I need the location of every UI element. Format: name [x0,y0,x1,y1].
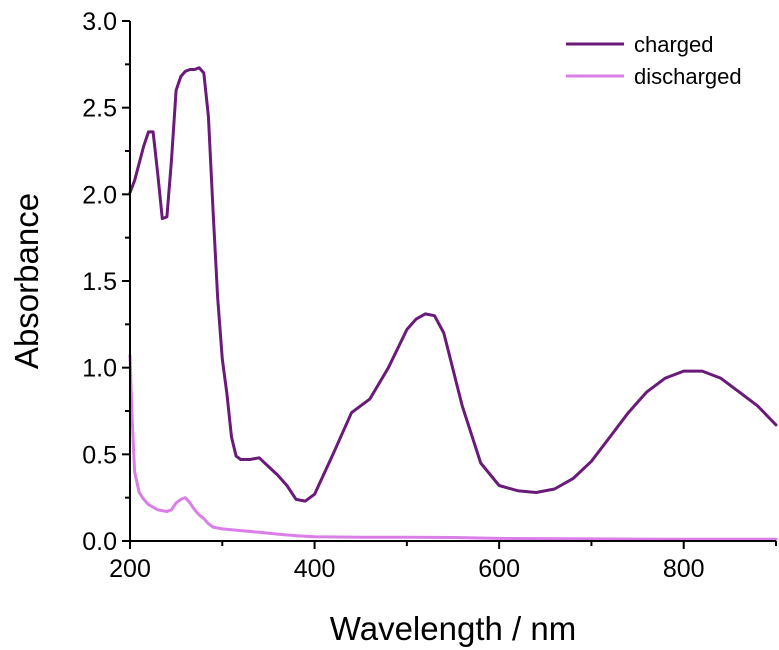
y-tick-label: 1.0 [82,355,117,383]
plot-lines [128,66,778,541]
y-tick-label: 2.0 [82,181,117,209]
x-axis-title: Wavelength / nm [330,610,576,647]
y-tick-label: 0.0 [82,528,117,556]
y-tick-label: 2.5 [82,95,117,123]
x-tick-label: 400 [294,555,336,583]
y-tick-label: 1.5 [82,268,117,296]
legend-label-charged: charged [634,32,714,57]
x-tick-label: 600 [478,555,520,583]
series-line-charged [128,66,778,503]
y-axis-title: Absorbance [8,193,45,369]
legend: charged discharged [566,32,742,89]
legend-label-discharged: discharged [634,64,742,89]
axes: 200 400 600 800 0.0 0.5 1.0 1.5 2.0 2.5 3.0 [82,8,777,583]
x-tick-label: 800 [663,555,705,583]
series-line-discharged [128,354,778,541]
y-tick-label: 3.0 [82,8,117,36]
x-tick-label: 200 [109,555,151,583]
y-tick-label: 0.5 [82,441,117,469]
